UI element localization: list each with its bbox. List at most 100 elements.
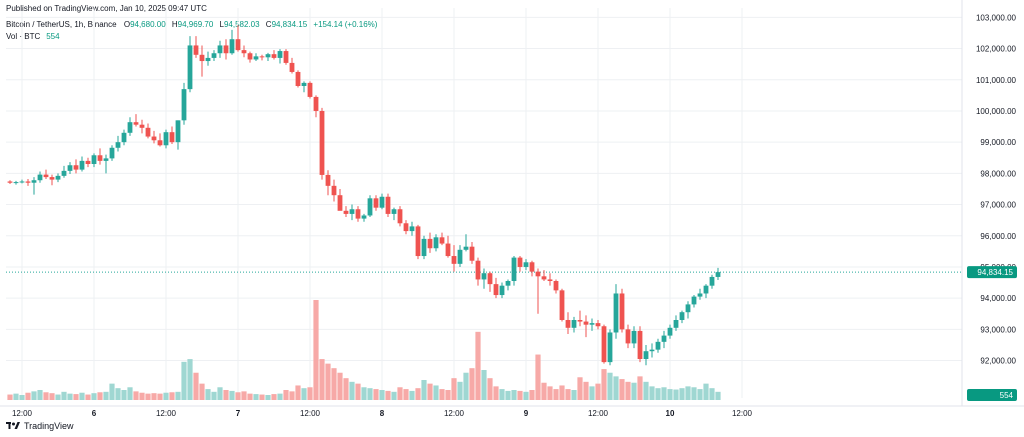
volume-bar xyxy=(709,388,715,400)
symbol-title[interactable]: Bitcoin / TetherUS, 1h, Binance xyxy=(6,20,117,29)
volume-bar xyxy=(703,383,709,400)
candle-body xyxy=(667,327,673,336)
volume-bar xyxy=(667,389,673,400)
x-tick-label: 7 xyxy=(236,409,241,418)
candle-body xyxy=(457,249,463,264)
candle-body xyxy=(13,182,19,184)
candle-body xyxy=(601,326,607,363)
volume-bar xyxy=(7,394,13,400)
candle-body xyxy=(163,132,169,146)
volume-bar xyxy=(649,386,655,400)
candle-body xyxy=(265,54,271,58)
candle-body xyxy=(607,332,613,363)
volume-bar xyxy=(589,386,595,400)
candle-body xyxy=(493,284,499,296)
candle-body xyxy=(121,132,127,143)
candle-body xyxy=(343,210,349,214)
volume-bar xyxy=(25,392,31,400)
volume-bar xyxy=(61,391,67,400)
volume-bar xyxy=(385,390,391,400)
candle-body xyxy=(301,82,307,86)
volume-bar xyxy=(481,370,487,400)
volume-bar xyxy=(367,388,373,400)
open-value: 94,680.00 xyxy=(130,20,166,29)
candle-body xyxy=(19,181,25,183)
volume-bar xyxy=(427,383,433,400)
candle-body xyxy=(373,198,379,208)
volume-bar xyxy=(277,393,283,400)
candle-body xyxy=(193,45,199,55)
candle-body xyxy=(499,285,505,296)
volume-tag-label: 554 xyxy=(1000,391,1014,400)
candle-body xyxy=(361,215,367,219)
candle-body xyxy=(187,45,193,90)
volume-bar xyxy=(655,388,661,400)
published-caption: Published on TradingView.com, Jan 10, 20… xyxy=(6,4,207,13)
candle-body xyxy=(487,273,493,285)
volume-bar xyxy=(169,392,175,400)
ohlc-legend: Bitcoin / TetherUS, 1h, Binance O94,680.… xyxy=(6,20,377,29)
volume-bar xyxy=(463,372,469,400)
volume-bar xyxy=(295,385,301,400)
volume-bar xyxy=(139,392,145,400)
candle-body xyxy=(379,196,385,208)
volume-bar xyxy=(151,393,157,400)
y-tick-label: 97,000.00 xyxy=(980,201,1016,210)
candle-body xyxy=(85,160,91,164)
candle-body xyxy=(535,271,541,277)
y-tick-label: 103,000.00 xyxy=(976,13,1017,22)
volume-bar xyxy=(121,390,127,400)
candle-body xyxy=(169,132,175,143)
candle-body xyxy=(259,56,265,58)
volume-bar xyxy=(661,387,667,400)
candle-body xyxy=(559,290,565,320)
volume-bar xyxy=(673,389,679,400)
volume-bar xyxy=(505,390,511,400)
candle-body xyxy=(649,349,655,352)
candle-body xyxy=(685,304,691,313)
candle-body xyxy=(679,312,685,320)
volume-bar xyxy=(331,368,337,400)
candle-body xyxy=(133,122,139,125)
candle-body xyxy=(61,170,67,176)
open-label: O xyxy=(123,20,131,29)
y-tick-label: 92,000.00 xyxy=(980,357,1016,366)
volume-bar xyxy=(67,393,73,400)
volume-bar xyxy=(493,386,499,400)
candle-body xyxy=(691,296,697,305)
candle-body xyxy=(637,330,643,359)
volume-bar xyxy=(697,389,703,400)
volume-bar xyxy=(643,381,649,400)
candle-body xyxy=(697,293,703,297)
volume-bar xyxy=(19,395,25,400)
volume-bar xyxy=(541,382,547,400)
candle-body xyxy=(241,50,247,54)
high-label: H xyxy=(171,20,178,29)
volume-bar xyxy=(685,386,691,400)
footer: TradingView xyxy=(6,421,74,431)
candle-body xyxy=(715,272,721,277)
volume-bar xyxy=(97,392,103,400)
candle-body xyxy=(577,320,583,322)
candle-body xyxy=(463,246,469,250)
close-value: 94,834.15 xyxy=(271,20,308,29)
candle-body xyxy=(703,285,709,294)
candle-body xyxy=(505,281,511,286)
candle-body xyxy=(283,51,289,63)
volume-label[interactable]: Vol · BTC xyxy=(6,32,41,41)
candle-body xyxy=(355,209,361,219)
candle-body xyxy=(523,262,529,267)
candle-body xyxy=(619,293,625,330)
volume-bar xyxy=(307,387,313,400)
volume-bar xyxy=(415,388,421,400)
x-tick-label: 6 xyxy=(92,409,97,418)
candle-body xyxy=(367,198,373,216)
candle-body xyxy=(529,262,535,272)
volume-bar xyxy=(409,390,415,400)
low-label: L xyxy=(219,20,224,29)
footer-brand[interactable]: TradingView xyxy=(24,421,74,431)
x-tick-label: 10 xyxy=(666,409,675,418)
volume-bar xyxy=(619,379,625,400)
candle-body xyxy=(475,260,481,280)
